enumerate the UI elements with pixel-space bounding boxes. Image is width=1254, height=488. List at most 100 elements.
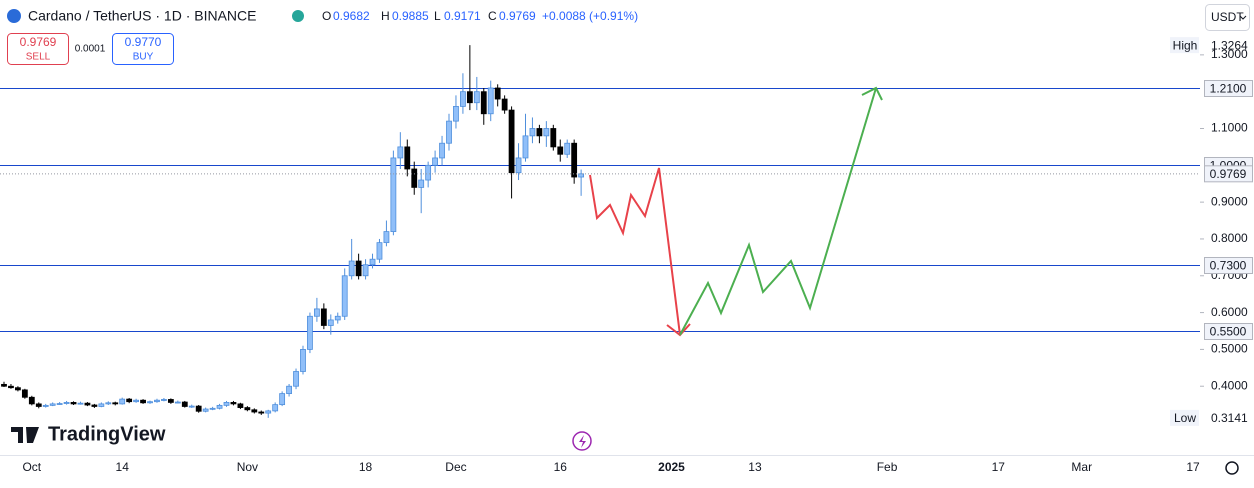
candle-body [320,308,327,326]
low-tag-box [1170,409,1199,426]
candle-body [529,128,536,137]
candle-body [21,389,28,398]
candle-body [28,396,35,405]
x-tick-label: 17 [1186,460,1200,474]
y-tick-label: 0.9000 [1211,194,1248,208]
candle-body [327,319,334,326]
y-tick-label: 0.8000 [1211,231,1248,245]
low-value: 0.3141 [1211,411,1248,425]
candle-body [397,146,404,159]
candle-body [369,258,376,266]
candle-body [543,128,550,137]
candle-body [147,401,153,404]
candle-body [140,399,146,404]
projection-up [679,87,877,336]
candle-body [195,405,202,412]
ohlc-o-value: 0.9682 [333,9,370,23]
ohlc-l-value: 0.9171 [444,9,481,23]
candle-body [446,120,452,144]
candle-body [70,402,77,405]
candle-body [453,106,459,122]
symbol-icon [7,9,21,23]
candle-body [161,399,167,401]
candle-body [480,91,487,115]
x-tick-label: 13 [748,460,762,474]
candle-body [383,231,390,244]
candle-body [56,403,63,405]
candle-body [35,403,42,407]
candle-body [174,401,181,404]
candle-body [202,408,209,412]
candle-body [404,146,411,170]
symbol-title[interactable]: Cardano / TetherUS · 1D · BINANCE [28,8,257,24]
x-tick-label: Dec [445,460,466,474]
candle-body [279,393,286,406]
candle-body [508,109,515,174]
currency-button[interactable] [1205,4,1250,31]
candle-body [418,179,425,188]
sell-price: 0.9769 [20,35,57,49]
candle-body [376,242,383,260]
x-tick-label: Feb [877,460,898,474]
y-tick-label: 1.3000 [1211,47,1248,61]
candle-body [307,315,313,350]
ohlc-h: H [381,9,390,23]
y-tick-label: 0.5000 [1211,342,1248,356]
currency-label: USDT [1211,10,1244,24]
ohlc-c-value: 0.9769 [499,9,536,23]
candle-body [216,404,223,409]
x-tick-label: Nov [237,460,258,474]
x-tick-label: 2025 [658,460,685,474]
candle-body [522,135,529,159]
candle-body [536,128,543,137]
low-tag: Low [1174,411,1196,425]
brand-name: TradingView [48,423,166,445]
x-tick-label: 14 [116,460,130,474]
candle-body [1,383,7,387]
settings-icon[interactable] [1225,461,1239,475]
sell-button[interactable] [7,33,69,65]
buy-label: BUY [133,52,154,63]
price-line-label: 1.2100 [1210,82,1247,96]
alert-bolt [579,435,586,448]
candle-body [341,275,348,317]
price-line-label: 0.7300 [1210,259,1247,273]
price-line-label-box [1204,323,1253,340]
y-tick-label: 1.1000 [1211,121,1248,135]
candle-body [167,399,174,403]
candle-body [515,157,522,174]
x-tick-label: Mar [1071,460,1092,474]
candle-body [487,87,494,115]
candle-body [432,157,438,166]
candle-body [112,402,119,405]
candle-body [105,402,112,405]
candle-body [251,409,258,413]
status-dot [292,10,304,22]
candle-body [501,98,508,111]
candle-body [272,404,279,412]
candle-body [42,404,49,407]
alert-icon[interactable] [572,431,592,451]
projection-up-arrow [861,86,883,101]
candle-body [571,142,578,178]
candle-body [390,157,397,232]
sell-label: SELL [26,52,51,63]
candle-body [77,402,84,405]
candle-body [119,398,126,405]
candle-body [126,398,133,403]
candle-body [209,407,216,410]
candle-body [411,168,418,188]
buy-button[interactable] [112,33,174,65]
candle-body [237,403,244,408]
price-line-label: 0.5500 [1210,325,1247,339]
x-tick-label: 17 [992,460,1006,474]
candle-body [564,142,571,155]
ohlc-h-value: 0.9885 [392,9,429,23]
candle-body [230,402,237,405]
buy-price: 0.9770 [125,35,162,49]
candle-body [494,87,501,100]
candle-body [188,405,195,408]
candle-body [133,399,140,403]
candle-body [355,260,362,277]
